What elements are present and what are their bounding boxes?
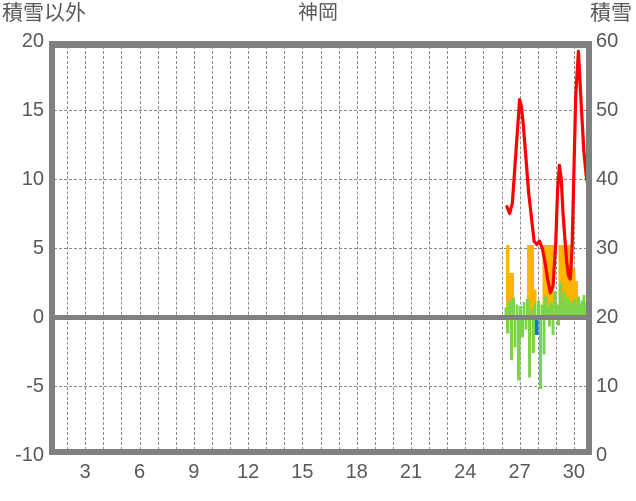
- bar: [528, 289, 533, 317]
- bar: [513, 317, 517, 348]
- x-tick-label: 6: [133, 461, 146, 483]
- bar: [571, 308, 575, 317]
- x-tick-label: 18: [345, 461, 368, 483]
- left-tick-label: 5: [32, 237, 44, 259]
- bar: [540, 304, 544, 317]
- bar: [549, 301, 553, 317]
- x-tick-label: 27: [508, 461, 531, 483]
- bar: [515, 304, 519, 317]
- plot-area: [49, 41, 592, 455]
- bar: [573, 299, 577, 317]
- bar: [526, 299, 530, 317]
- bar: [538, 317, 543, 389]
- bar: [511, 297, 515, 317]
- bar: [564, 245, 568, 317]
- bar: [509, 317, 514, 360]
- gridline-horizontal: [49, 110, 592, 111]
- right-tick-label: 60: [596, 30, 619, 52]
- bar: [533, 303, 537, 317]
- x-tick-label: 9: [188, 461, 200, 483]
- bar: [506, 317, 510, 334]
- chart-title: 神岡: [298, 2, 338, 24]
- zero-baseline: [49, 315, 592, 320]
- right-tick-label: 10: [596, 375, 619, 397]
- gridline-horizontal: [49, 386, 592, 387]
- bar: [565, 297, 570, 317]
- x-tick-label: 12: [236, 461, 260, 483]
- bar: [558, 245, 562, 317]
- bar: [531, 317, 535, 353]
- left-tick-label: 20: [21, 30, 44, 52]
- bar: [582, 294, 586, 317]
- bar: [569, 245, 573, 317]
- bar: [542, 317, 546, 355]
- bar: [576, 296, 581, 317]
- bar: [535, 317, 539, 335]
- bar: [560, 300, 564, 317]
- bar: [584, 303, 588, 317]
- bar: [578, 304, 582, 317]
- left-tick-label: 10: [21, 168, 44, 190]
- bar: [556, 317, 561, 326]
- left-tick-label: -10: [15, 444, 44, 466]
- bar: [561, 245, 565, 317]
- bar: [589, 317, 592, 400]
- bar: [527, 245, 531, 317]
- snow-depth-line: [505, 49, 592, 295]
- bar: [575, 281, 579, 317]
- bar: [518, 305, 523, 317]
- bar: [524, 317, 528, 330]
- bar: [537, 300, 541, 317]
- gridline-horizontal: [49, 179, 592, 180]
- x-tick-label: 21: [399, 461, 423, 483]
- bar: [564, 307, 568, 317]
- bar: [567, 304, 571, 317]
- x-tick-label: 3: [79, 461, 91, 483]
- bar: [553, 290, 557, 317]
- bar: [572, 268, 576, 317]
- bar: [508, 300, 512, 317]
- gridline-horizontal: [49, 248, 592, 249]
- data-series-layer: [504, 49, 592, 400]
- bar: [544, 296, 548, 317]
- bar: [562, 292, 566, 317]
- bar: [566, 245, 571, 317]
- bar: [504, 307, 508, 317]
- right-tick-label: 30: [596, 237, 619, 259]
- bar-series: [504, 282, 592, 389]
- left-tick-label: -5: [26, 375, 44, 397]
- bar: [529, 308, 533, 317]
- bar: [580, 300, 584, 317]
- bar: [517, 317, 521, 381]
- x-tick-label: 24: [454, 461, 477, 483]
- right-tick-label: 0: [596, 444, 608, 466]
- bar: [558, 282, 562, 317]
- bar: [555, 304, 559, 317]
- bar: [530, 245, 534, 317]
- x-tick-label: 15: [291, 461, 314, 483]
- bar: [547, 317, 552, 327]
- left-axis-title: 積雪以外: [2, 2, 86, 25]
- right-tick-label: 40: [596, 168, 619, 190]
- bar: [506, 245, 510, 317]
- right-tick-label: 50: [596, 99, 619, 121]
- bar: [569, 301, 573, 317]
- bar: [527, 317, 532, 378]
- bar: [520, 317, 524, 338]
- bar: [510, 272, 514, 317]
- right-axis-title: 積雪: [590, 2, 632, 25]
- bar: [575, 305, 579, 317]
- left-tick-label: 15: [21, 99, 44, 121]
- right-tick-label: 20: [596, 306, 619, 328]
- bar: [522, 301, 526, 317]
- x-tick-label: 30: [562, 461, 586, 483]
- bar: [508, 272, 512, 317]
- left-tick-label: 0: [32, 306, 44, 328]
- bar: [542, 245, 546, 317]
- bar: [546, 305, 550, 317]
- bar: [551, 317, 555, 335]
